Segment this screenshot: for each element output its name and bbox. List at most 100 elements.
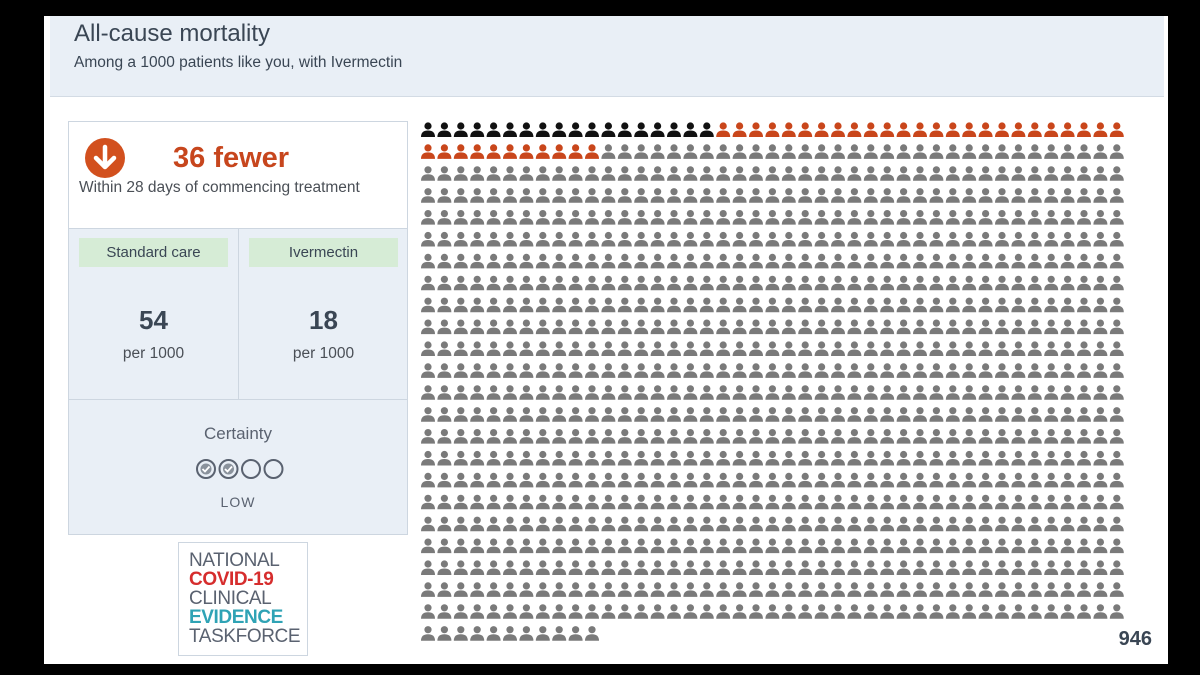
person-icon bbox=[634, 560, 649, 575]
person-icon bbox=[683, 341, 698, 356]
mortality-card: All-cause mortality Among a 1000 patient… bbox=[44, 16, 1168, 664]
person-icon bbox=[486, 166, 501, 181]
person-icon bbox=[732, 122, 747, 137]
person-icon bbox=[978, 472, 993, 488]
person-icon bbox=[617, 210, 632, 225]
person-icon bbox=[880, 429, 895, 444]
person-icon bbox=[847, 166, 862, 181]
person-icon bbox=[552, 188, 567, 203]
person-icon bbox=[863, 341, 878, 356]
person-icon bbox=[1093, 363, 1108, 378]
person-icon bbox=[568, 516, 583, 532]
person-icon bbox=[568, 253, 583, 269]
person-icon bbox=[486, 297, 501, 313]
person-icon bbox=[683, 363, 698, 378]
person-icon bbox=[568, 319, 583, 335]
person-icon bbox=[535, 494, 550, 510]
person-icon bbox=[470, 275, 485, 291]
person-icon bbox=[519, 494, 534, 510]
person-icon bbox=[503, 429, 517, 444]
person-icon bbox=[781, 385, 796, 400]
person-icon bbox=[1027, 429, 1042, 444]
person-icon bbox=[519, 626, 534, 641]
person-icon bbox=[847, 144, 862, 159]
person-icon bbox=[929, 297, 944, 313]
person-icon bbox=[1011, 363, 1026, 378]
person-icon bbox=[798, 297, 813, 313]
person-icon bbox=[798, 144, 813, 159]
person-icon bbox=[1077, 363, 1091, 378]
person-icon bbox=[1027, 166, 1042, 181]
person-icon bbox=[1109, 341, 1124, 356]
person-icon bbox=[453, 450, 468, 466]
person-icon bbox=[814, 319, 829, 335]
person-icon bbox=[929, 319, 944, 335]
person-icon bbox=[781, 341, 796, 356]
person-icon bbox=[913, 516, 927, 532]
effect-box: 36 fewer Within 28 days of commencing tr… bbox=[69, 122, 407, 229]
person-icon bbox=[519, 538, 534, 554]
person-icon bbox=[880, 450, 895, 466]
person-icon bbox=[585, 363, 599, 378]
person-icon bbox=[568, 166, 583, 181]
person-icon bbox=[535, 538, 550, 554]
person-icon bbox=[962, 363, 977, 378]
person-icon bbox=[1109, 231, 1124, 247]
person-icon bbox=[552, 319, 567, 335]
person-icon bbox=[617, 450, 632, 466]
chevron-up-icon[interactable]: ⌃ bbox=[1117, 16, 1134, 30]
person-icon bbox=[585, 516, 599, 532]
person-icon bbox=[847, 188, 862, 203]
person-icon bbox=[437, 450, 452, 466]
person-icon bbox=[814, 582, 829, 597]
person-icon bbox=[749, 560, 763, 575]
person-icon bbox=[1093, 538, 1108, 554]
person-icon bbox=[1109, 472, 1124, 488]
person-icon bbox=[568, 604, 583, 619]
person-icon bbox=[716, 144, 731, 159]
person-icon bbox=[470, 188, 485, 203]
person-icon bbox=[880, 319, 895, 335]
person-icon bbox=[634, 429, 649, 444]
person-icon bbox=[437, 253, 452, 269]
person-icon bbox=[683, 275, 698, 291]
person-icon bbox=[519, 319, 534, 335]
person-icon bbox=[995, 319, 1009, 335]
person-icon bbox=[1044, 450, 1059, 466]
person-icon bbox=[486, 604, 501, 619]
ivermectin-label: Ivermectin bbox=[249, 238, 398, 267]
person-icon bbox=[847, 450, 862, 466]
person-icon bbox=[453, 122, 468, 137]
person-icon bbox=[1109, 144, 1124, 159]
person-icon bbox=[503, 582, 517, 597]
person-icon bbox=[1077, 297, 1091, 313]
person-icon bbox=[945, 188, 960, 203]
person-icon bbox=[995, 450, 1009, 466]
person-icon bbox=[1060, 407, 1075, 422]
person-icon bbox=[601, 407, 616, 422]
person-icon bbox=[503, 275, 517, 291]
person-icon bbox=[863, 231, 878, 247]
person-icon bbox=[1093, 472, 1108, 488]
person-icon bbox=[749, 275, 763, 291]
person-icon bbox=[896, 188, 911, 203]
person-icon bbox=[814, 144, 829, 159]
person-icon bbox=[453, 341, 468, 356]
person-icon bbox=[568, 144, 583, 159]
person-icon bbox=[503, 210, 517, 225]
person-icon bbox=[863, 122, 878, 137]
person-icon bbox=[896, 472, 911, 488]
person-icon bbox=[617, 363, 632, 378]
person-icon bbox=[831, 166, 845, 181]
person-icon bbox=[568, 429, 583, 444]
person-icon bbox=[978, 253, 993, 269]
person-icon bbox=[765, 122, 780, 137]
person-icon bbox=[978, 604, 993, 619]
person-icon bbox=[437, 494, 452, 510]
card-header[interactable]: All-cause mortality Among a 1000 patient… bbox=[50, 16, 1164, 97]
person-icon bbox=[831, 210, 845, 225]
person-icon bbox=[585, 494, 599, 510]
person-icon bbox=[1109, 560, 1124, 575]
person-icon bbox=[585, 122, 599, 137]
person-icon bbox=[913, 472, 927, 488]
